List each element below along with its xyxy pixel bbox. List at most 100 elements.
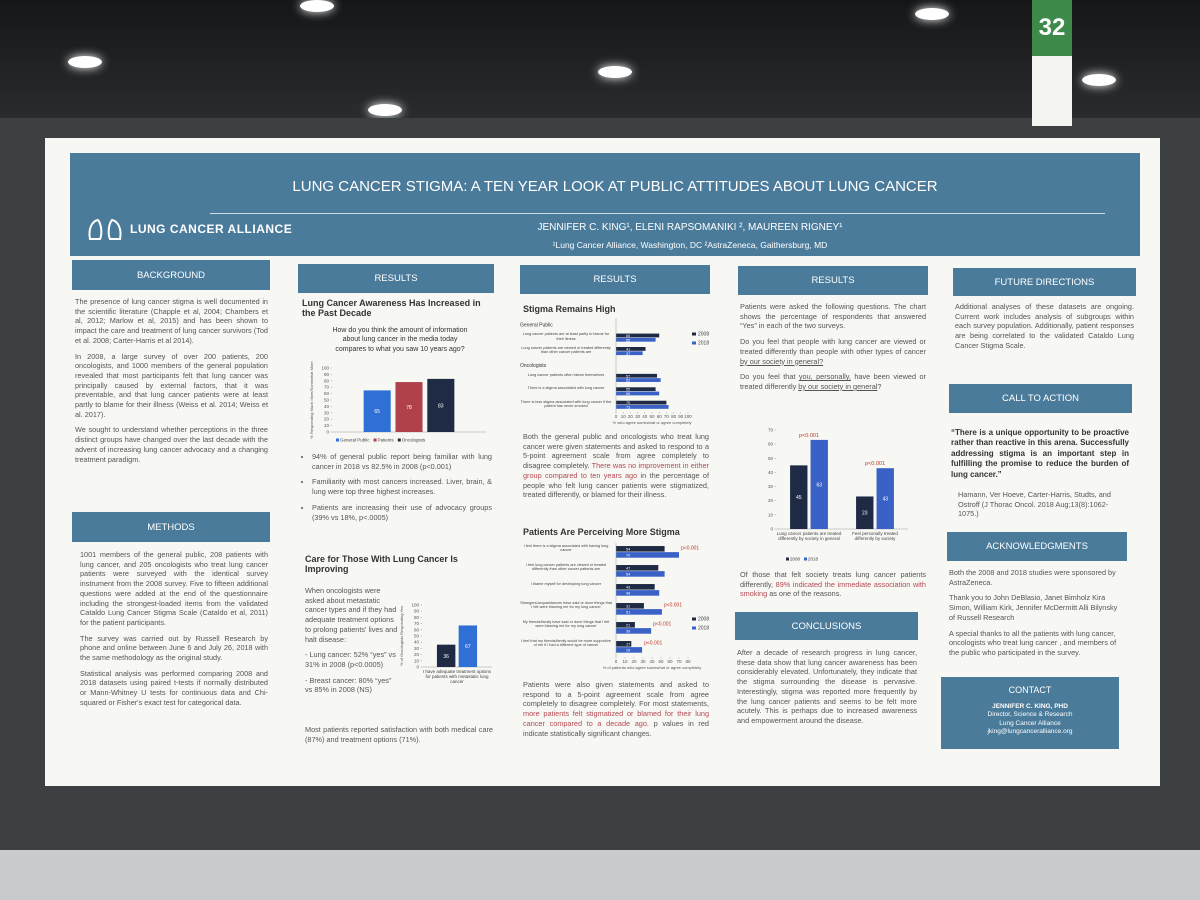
bar [616, 373, 658, 378]
paragraph: When oncologists were asked about metast… [305, 586, 398, 644]
data-label: 31 [626, 604, 630, 608]
data-label: 67 [465, 644, 471, 650]
chart-title: How do you think the amount of informati… [332, 327, 468, 353]
y-tick-label-box: I feel lung cancer patients are viewed o… [526, 563, 606, 572]
subheading: Lung Cancer Awareness Has Increased in t… [302, 298, 481, 318]
data-label: 45 [796, 495, 802, 501]
bar [616, 400, 667, 405]
data-label: 55 [626, 338, 630, 342]
bullet: Familiarity with most cancers increased.… [312, 477, 492, 496]
y-tick-label: 40 [414, 640, 420, 645]
x-tick-label: 40 [642, 414, 648, 419]
y-tick-label: 10 [414, 658, 420, 663]
y-tick-label: 60 [768, 442, 774, 447]
contact-name: JENNIFER C. KING, PHD [992, 702, 1068, 710]
y-tick-label: I feel there is a stigma associated with… [523, 544, 609, 553]
y-tick-label: I blame myself for developing lung cance… [530, 582, 602, 586]
text-run: There was no improvement in either group… [523, 461, 709, 480]
ceiling [0, 0, 1200, 120]
y-tick-label: I feel lung cancer patients are viewed o… [526, 563, 606, 572]
x-tick-label-box: I have adequate treatment options for pa… [422, 669, 492, 685]
paragraph: Both the 2008 and 2018 studies were spon… [949, 568, 1116, 587]
paragraph: Statistical analysis was performed compa… [80, 668, 268, 707]
y-tick-label: 30 [768, 484, 774, 489]
text-run: as one of the reasons. [767, 589, 842, 599]
paragraph: The survey was carried out by Russell Re… [80, 633, 268, 663]
annotation: p<0.001 [644, 641, 662, 647]
paragraph: 1001 members of the general public, 208 … [80, 550, 268, 627]
y-tick-label: 60 [414, 627, 420, 632]
y-tick-label: 10 [324, 423, 330, 428]
legend-label: 2018 [808, 557, 819, 562]
data-label: 47 [626, 566, 630, 570]
y-tick-label: 50 [414, 634, 420, 639]
legend-swatch [373, 438, 377, 442]
bar [363, 390, 391, 432]
paragraph: Most patients reported satisfaction with… [305, 725, 493, 744]
quote: “There is a unique opportunity to be pro… [951, 428, 1129, 479]
y-tick-label: 70 [414, 621, 420, 626]
paragraph: After a decade of research progress in l… [737, 648, 917, 725]
paragraph: Of those that felt society treats lung c… [740, 570, 926, 599]
x-tick-label: 100 [684, 414, 692, 419]
y-tick-label: 0 [770, 527, 773, 532]
bar [616, 628, 652, 634]
x-tick-label: 0 [615, 414, 618, 419]
section-text: 1001 members of the general public, 208 … [80, 550, 268, 714]
paragraph: Patients were also given statements and … [523, 680, 709, 738]
x-tick-label: 70 [664, 414, 670, 419]
contact-heading: CONTACT [1008, 685, 1052, 695]
contact-org: Lung Cancer Alliance [999, 719, 1061, 727]
paragraph: Thank you to John DeBlasio, Janet Bimhol… [949, 593, 1118, 622]
chart: I feel there is a stigma associated with… [520, 543, 709, 670]
y-tick-label-box: Lung cancer patients are at least partly… [523, 332, 610, 340]
x-tick-label: 30 [635, 414, 641, 419]
paragraph: Both the general public and oncologists … [523, 432, 709, 500]
annotation: p<0.001 [653, 622, 671, 628]
bar [616, 609, 662, 615]
y-tick-label-box: I feel that my friends/family would be m… [521, 639, 611, 647]
y-tick-label: There is less stigma associated with lun… [520, 399, 612, 408]
y-tick-label-box: Lung cancer patients often blame themsel… [528, 373, 604, 377]
data-label: 39 [626, 629, 630, 633]
y-tick-label: 100 [411, 603, 419, 608]
x-tick-label-box: Feel personally treated differently by s… [852, 531, 898, 541]
paragraph: Additional analyses of these datasets ar… [955, 302, 1134, 350]
section-heading: ACKNOWLEDGMENTS [947, 532, 1127, 561]
bullet: Patients are increasing their use of adv… [312, 503, 492, 522]
x-axis-label: % of patients who agree somewhat or agre… [603, 665, 702, 670]
light [598, 66, 632, 78]
data-label: 21 [626, 623, 630, 627]
bar [616, 584, 655, 590]
subheading: Stigma Remains High [523, 304, 616, 314]
section-text: Patients were asked the following questi… [740, 302, 926, 398]
light [300, 0, 334, 12]
paragraph: We sought to understand whether percepti… [75, 425, 268, 464]
bar [616, 378, 661, 382]
text-run: Patients were also given statements and … [523, 680, 709, 709]
affiliations: ¹Lung Cancer Alliance, Washington, DC ²A… [552, 240, 828, 250]
legend-label: Patients [378, 438, 395, 443]
x-tick-label: 70 [676, 659, 682, 664]
y-tick-label: 20 [768, 498, 774, 503]
paragraph: - Breast cancer: 80% “yes” vs 85% in 200… [305, 675, 392, 695]
sign-number: 32 [1032, 0, 1072, 56]
section-heading: BACKGROUND [72, 260, 270, 290]
data-label: 70 [626, 401, 630, 405]
x-axis-label: % who agree somewhat or agree completely [613, 420, 692, 425]
data-label: 36 [443, 654, 449, 660]
x-tick-label: 20 [631, 659, 637, 664]
chart: General Public Lung cancer patients are a… [520, 318, 709, 425]
x-tick-label: I have adequate treatment options for pa… [422, 669, 492, 685]
poster-title: LUNG CANCER STIGMA: A TEN YEAR LOOK AT P… [292, 178, 938, 195]
data-label: 29 [626, 648, 630, 652]
section-heading: FUTURE DIRECTIONS [953, 268, 1136, 296]
y-tick-label: 20 [414, 652, 420, 657]
data-label: 55 [626, 388, 630, 392]
paragraph: A special thanks to all the patients wit… [949, 628, 1117, 657]
text-run: Both the general public and oncologists … [523, 432, 709, 471]
y-tick-label: 70 [768, 428, 774, 433]
data-label: 43 [626, 585, 630, 589]
text-run: by our society in general? [740, 356, 824, 366]
logo-mark [88, 218, 122, 240]
